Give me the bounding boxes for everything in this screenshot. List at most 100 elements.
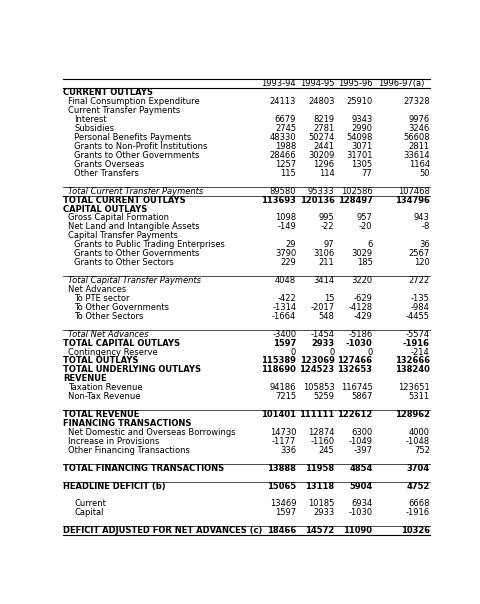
Text: 29: 29	[286, 240, 296, 249]
Text: 1098: 1098	[275, 213, 296, 222]
Text: 8219: 8219	[313, 115, 335, 124]
Text: TOTAL UNDERLYING OUTLAYS: TOTAL UNDERLYING OUTLAYS	[63, 365, 201, 374]
Text: 4854: 4854	[349, 464, 372, 473]
Text: 114: 114	[319, 169, 335, 178]
Text: 4048: 4048	[275, 276, 296, 285]
Text: 50: 50	[419, 169, 430, 178]
Text: 50274: 50274	[308, 133, 335, 142]
Text: FINANCING TRANSACTIONS: FINANCING TRANSACTIONS	[63, 419, 192, 428]
Text: 101401: 101401	[261, 410, 296, 419]
Text: Subsidies: Subsidies	[74, 124, 114, 133]
Text: Grants to Non-Profit Institutions: Grants to Non-Profit Institutions	[74, 142, 207, 151]
Text: 3704: 3704	[407, 464, 430, 473]
Text: 36: 36	[419, 240, 430, 249]
Text: 245: 245	[319, 446, 335, 455]
Text: 1597: 1597	[273, 339, 296, 347]
Text: 128962: 128962	[395, 410, 430, 419]
Text: 957: 957	[357, 213, 372, 222]
Text: 33614: 33614	[403, 151, 430, 160]
Text: 2441: 2441	[313, 142, 335, 151]
Text: -5186: -5186	[348, 330, 372, 339]
Text: 123069: 123069	[300, 356, 335, 365]
Text: 31701: 31701	[346, 151, 372, 160]
Text: -22: -22	[321, 222, 335, 231]
Text: 28466: 28466	[270, 151, 296, 160]
Text: TOTAL FINANCING TRANSACTIONS: TOTAL FINANCING TRANSACTIONS	[63, 464, 224, 473]
Text: 11958: 11958	[305, 464, 335, 473]
Text: -1664: -1664	[272, 312, 296, 321]
Text: 118690: 118690	[261, 365, 296, 374]
Text: -2017: -2017	[311, 303, 335, 312]
Text: Grants to Other Governments: Grants to Other Governments	[74, 151, 200, 160]
Text: 11090: 11090	[344, 526, 372, 535]
Text: -629: -629	[354, 294, 372, 303]
Text: 2811: 2811	[408, 142, 430, 151]
Text: Other Financing Transactions: Other Financing Transactions	[68, 446, 190, 455]
Text: -8: -8	[421, 222, 430, 231]
Text: 4000: 4000	[409, 428, 430, 437]
Text: Increase in Provisions: Increase in Provisions	[68, 437, 159, 446]
Text: -422: -422	[277, 294, 296, 303]
Text: -429: -429	[354, 312, 372, 321]
Text: CAPITAL OUTLAYS: CAPITAL OUTLAYS	[63, 205, 147, 214]
Text: -1177: -1177	[272, 437, 296, 446]
Text: -1454: -1454	[311, 330, 335, 339]
Text: 2567: 2567	[408, 249, 430, 259]
Text: 4752: 4752	[407, 481, 430, 490]
Text: 3106: 3106	[313, 249, 335, 259]
Text: -984: -984	[411, 303, 430, 312]
Text: 3414: 3414	[313, 276, 335, 285]
Text: Other Transfers: Other Transfers	[74, 169, 139, 178]
Text: 13469: 13469	[270, 500, 296, 509]
Text: -1030: -1030	[348, 509, 372, 518]
Text: 77: 77	[362, 169, 372, 178]
Text: 2933: 2933	[313, 509, 335, 518]
Text: 89580: 89580	[270, 187, 296, 196]
Text: 14572: 14572	[305, 526, 335, 535]
Text: -1048: -1048	[406, 437, 430, 446]
Text: Capital: Capital	[74, 509, 104, 518]
Text: 1988: 1988	[275, 142, 296, 151]
Text: 120136: 120136	[300, 196, 335, 205]
Text: -1049: -1049	[348, 437, 372, 446]
Text: Grants Overseas: Grants Overseas	[74, 160, 144, 169]
Text: 1164: 1164	[408, 160, 430, 169]
Text: Grants to Other Sectors: Grants to Other Sectors	[74, 258, 174, 267]
Text: 3246: 3246	[408, 124, 430, 133]
Text: 5259: 5259	[313, 392, 335, 401]
Text: Capital Transfer Payments: Capital Transfer Payments	[68, 231, 178, 240]
Text: 124523: 124523	[300, 365, 335, 374]
Text: 211: 211	[319, 258, 335, 267]
Text: Current Transfer Payments: Current Transfer Payments	[68, 106, 180, 115]
Text: Contingency Reserve: Contingency Reserve	[68, 347, 158, 356]
Text: 3220: 3220	[351, 276, 372, 285]
Text: 0: 0	[291, 347, 296, 356]
Text: 14730: 14730	[270, 428, 296, 437]
Text: 48330: 48330	[270, 133, 296, 142]
Text: -1314: -1314	[272, 303, 296, 312]
Text: 5867: 5867	[351, 392, 372, 401]
Text: 5904: 5904	[349, 481, 372, 490]
Text: 1993-94: 1993-94	[262, 79, 296, 88]
Text: Final Consumption Expenditure: Final Consumption Expenditure	[68, 97, 200, 106]
Text: 2781: 2781	[313, 124, 335, 133]
Text: 1995-96: 1995-96	[338, 79, 372, 88]
Text: 6679: 6679	[275, 115, 296, 124]
Text: 3071: 3071	[351, 142, 372, 151]
Text: DEFICIT ADJUSTED FOR NET ADVANCES (c): DEFICIT ADJUSTED FOR NET ADVANCES (c)	[63, 526, 263, 535]
Text: 6934: 6934	[351, 500, 372, 509]
Text: 115: 115	[280, 169, 296, 178]
Text: 9976: 9976	[408, 115, 430, 124]
Text: Gross Capital Formation: Gross Capital Formation	[68, 213, 169, 222]
Text: 1257: 1257	[275, 160, 296, 169]
Text: 1305: 1305	[351, 160, 372, 169]
Text: Current: Current	[74, 500, 106, 509]
Text: 995: 995	[319, 213, 335, 222]
Text: -5574: -5574	[406, 330, 430, 339]
Text: 107468: 107468	[398, 187, 430, 196]
Text: -397: -397	[353, 446, 372, 455]
Text: 1994-95: 1994-95	[300, 79, 334, 88]
Text: To PTE sector: To PTE sector	[74, 294, 130, 303]
Text: 752: 752	[414, 446, 430, 455]
Text: -4455: -4455	[406, 312, 430, 321]
